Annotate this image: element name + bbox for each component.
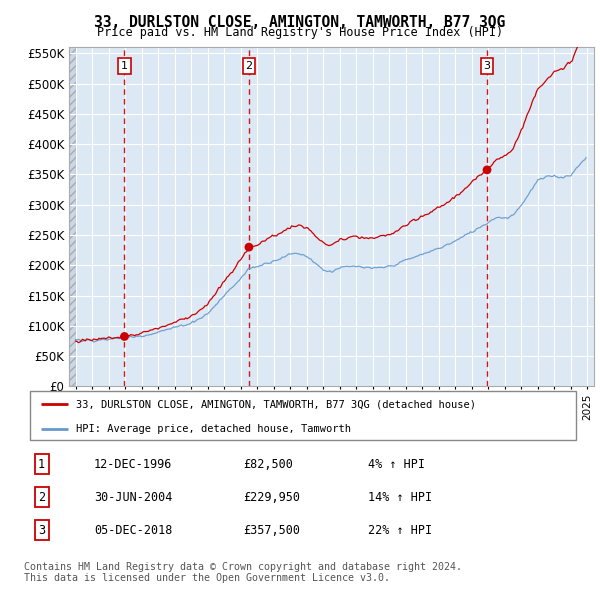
Text: 1: 1 [121, 61, 128, 71]
FancyBboxPatch shape [30, 391, 576, 440]
Text: 4% ↑ HPI: 4% ↑ HPI [368, 457, 425, 471]
Text: 3: 3 [484, 61, 491, 71]
Text: HPI: Average price, detached house, Tamworth: HPI: Average price, detached house, Tamw… [76, 424, 352, 434]
Text: Price paid vs. HM Land Registry's House Price Index (HPI): Price paid vs. HM Land Registry's House … [97, 26, 503, 39]
Text: £229,950: £229,950 [244, 490, 301, 504]
Text: 14% ↑ HPI: 14% ↑ HPI [368, 490, 432, 504]
Text: 3: 3 [38, 523, 45, 537]
Text: 12-DEC-1996: 12-DEC-1996 [94, 457, 173, 471]
Point [119, 332, 129, 341]
Text: 22% ↑ HPI: 22% ↑ HPI [368, 523, 432, 537]
Text: £357,500: £357,500 [244, 523, 301, 537]
Text: 30-JUN-2004: 30-JUN-2004 [94, 490, 173, 504]
Point [482, 165, 492, 175]
Text: 33, DURLSTON CLOSE, AMINGTON, TAMWORTH, B77 3QG (detached house): 33, DURLSTON CLOSE, AMINGTON, TAMWORTH, … [76, 399, 476, 409]
Text: Contains HM Land Registry data © Crown copyright and database right 2024.: Contains HM Land Registry data © Crown c… [24, 562, 462, 572]
Text: 2: 2 [38, 490, 45, 504]
Text: 2: 2 [245, 61, 253, 71]
Text: 1: 1 [38, 457, 45, 471]
Text: 05-DEC-2018: 05-DEC-2018 [94, 523, 173, 537]
Point [244, 242, 254, 252]
Text: £82,500: £82,500 [244, 457, 293, 471]
Text: 33, DURLSTON CLOSE, AMINGTON, TAMWORTH, B77 3QG: 33, DURLSTON CLOSE, AMINGTON, TAMWORTH, … [94, 15, 506, 30]
Text: This data is licensed under the Open Government Licence v3.0.: This data is licensed under the Open Gov… [24, 573, 390, 584]
